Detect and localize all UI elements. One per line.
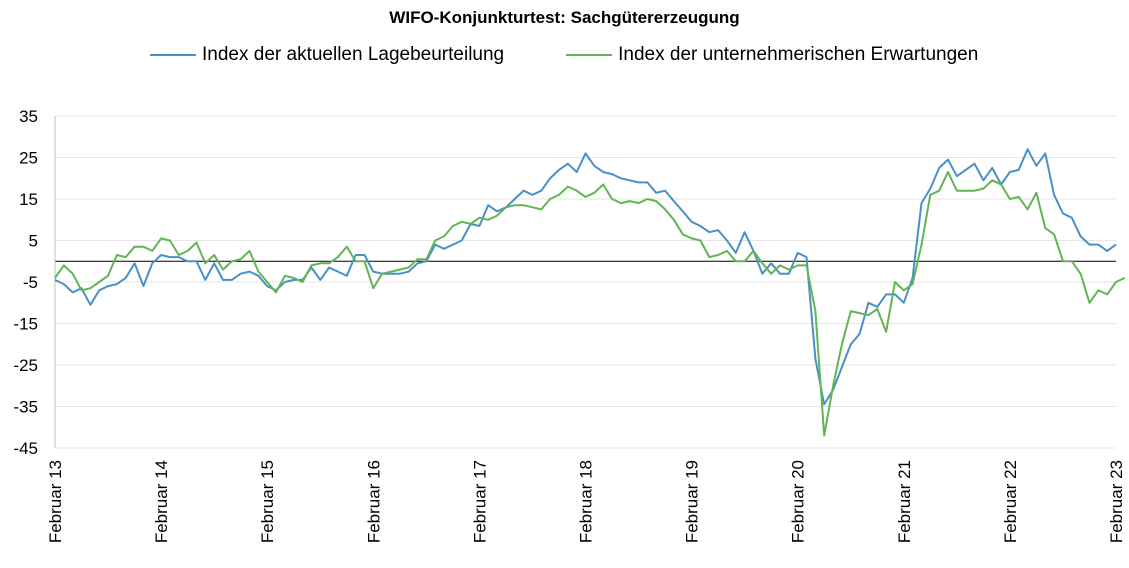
y-tick-label: -45 xyxy=(13,439,38,458)
y-tick-label: -35 xyxy=(13,398,38,417)
x-tick-label: Februar 22 xyxy=(1001,460,1020,543)
legend: Index der aktuellen Lagebeurteilung Inde… xyxy=(150,44,1040,66)
x-tick-label: Februar 13 xyxy=(46,460,65,543)
x-tick-label: Februar 14 xyxy=(152,460,171,543)
y-tick-label: -25 xyxy=(13,356,38,375)
x-tick-label: Februar 17 xyxy=(470,460,489,543)
legend-label-erwartungen: Index der unternehmerischen Erwartungen xyxy=(618,44,979,65)
y-tick-label: -15 xyxy=(13,315,38,334)
legend-item-lage: Index der aktuellen Lagebeurteilung xyxy=(150,44,504,66)
y-tick-label: 15 xyxy=(19,190,38,209)
y-tick-labels: 35 25 15 5 -5 -15 -25 -35 -45 xyxy=(13,107,38,458)
x-tick-label: Februar 18 xyxy=(577,460,596,543)
x-tick-label: Februar 20 xyxy=(789,460,808,543)
grid-lines xyxy=(54,115,1116,449)
x-tick-label: Februar 15 xyxy=(258,460,277,543)
x-tick-labels: Februar 13 Februar 14 Februar 15 Februar 16… xyxy=(46,460,1126,543)
y-tick-label: 25 xyxy=(19,149,38,168)
x-tick-label: Februar 19 xyxy=(683,460,702,543)
y-tick-label: -5 xyxy=(23,273,38,292)
x-tick-label: Februar 16 xyxy=(364,460,383,543)
x-tick-label: Februar 21 xyxy=(895,460,914,543)
series-line-lagebeurteilung xyxy=(54,148,1117,406)
y-tick-label: 5 xyxy=(29,232,38,251)
series-line-erwartungen xyxy=(54,171,1126,437)
legend-swatch-erwartungen xyxy=(566,54,613,56)
legend-item-erwartungen: Index der unternehmerischen Erwartungen xyxy=(566,44,978,66)
legend-label-lage: Index der aktuellen Lagebeurteilung xyxy=(202,44,505,65)
chart-title: WIFO-Konjunkturtest: Sachgütererzeugung xyxy=(389,8,740,27)
series-lines xyxy=(54,148,1126,437)
y-tick-label: 35 xyxy=(19,107,38,126)
legend-swatch-lage xyxy=(150,54,196,56)
x-tick-label: Februar 23 xyxy=(1107,460,1126,543)
